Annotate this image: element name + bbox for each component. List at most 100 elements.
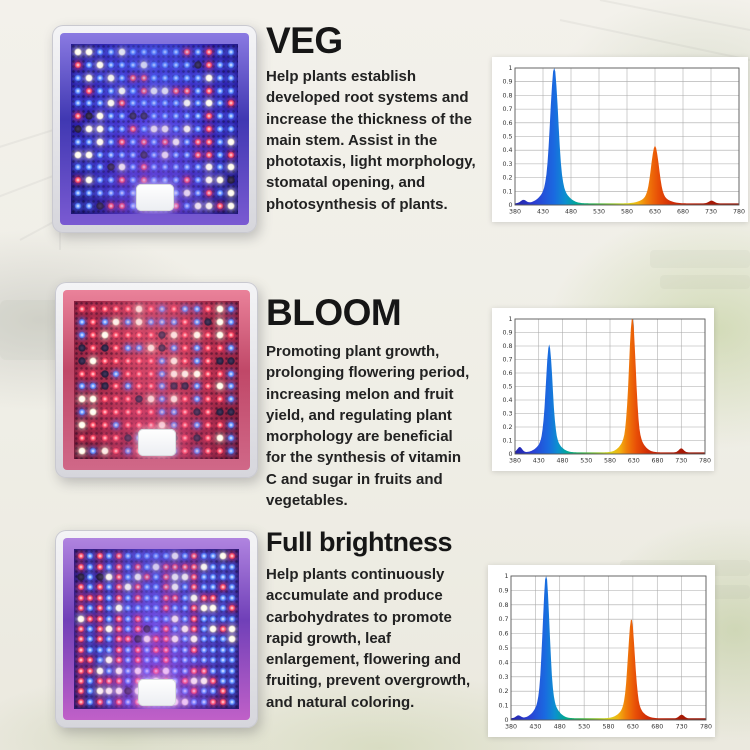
led-blue: [193, 176, 202, 185]
led-red: [139, 163, 148, 172]
led-blue: [180, 656, 189, 665]
led-blue: [77, 318, 86, 327]
led-white: [215, 318, 224, 327]
led-white: [96, 137, 105, 146]
led-red: [89, 420, 98, 429]
led-white: [183, 124, 192, 133]
led-red: [181, 446, 190, 455]
led-red: [117, 137, 126, 146]
led-blue: [139, 124, 148, 133]
led-blue: [227, 343, 236, 352]
led-red: [190, 614, 199, 623]
led-blue: [105, 614, 114, 623]
svg-text:0.6: 0.6: [498, 631, 508, 638]
led-white: [171, 583, 180, 592]
led-off: [100, 382, 109, 391]
led-white: [215, 382, 224, 391]
led-white: [117, 48, 126, 57]
led-blue: [158, 395, 167, 404]
led-red: [95, 552, 104, 561]
led-blue: [143, 604, 152, 613]
led-blue: [228, 666, 237, 675]
led-red: [152, 635, 161, 644]
svg-text:730: 730: [675, 458, 687, 465]
led-blue: [169, 318, 178, 327]
led-red: [133, 624, 142, 633]
led-blue: [193, 99, 202, 108]
led-white: [133, 572, 142, 581]
led-blue: [209, 687, 218, 696]
led-blue: [228, 697, 237, 706]
led-blue: [96, 188, 105, 197]
led-blue: [85, 99, 94, 108]
led-red: [204, 331, 213, 340]
led-blue: [209, 583, 218, 592]
mode-title-full-brightness: Full brightness: [266, 527, 453, 557]
grow-light-photo-full-brightness: [55, 530, 258, 728]
led-red: [199, 666, 208, 675]
led-white: [171, 614, 180, 623]
led-blue: [192, 420, 201, 429]
led-red: [161, 572, 170, 581]
led-red: [146, 408, 155, 417]
driver-box: [135, 184, 174, 211]
led-red: [76, 583, 85, 592]
svg-text:630: 630: [627, 724, 639, 731]
led-blue: [86, 676, 95, 685]
led-red: [146, 369, 155, 378]
led-blue: [150, 176, 159, 185]
led-blue: [172, 150, 181, 159]
led-blue: [86, 604, 95, 613]
led-white: [77, 420, 86, 429]
led-blue: [128, 99, 137, 108]
led-red: [183, 176, 192, 185]
led-blue: [226, 112, 235, 121]
led-red: [86, 593, 95, 602]
svg-text:0.4: 0.4: [498, 659, 508, 666]
led-red: [215, 420, 224, 429]
led-white: [117, 163, 126, 172]
led-blue: [209, 656, 218, 665]
led-blue: [183, 150, 192, 159]
led-white: [190, 593, 199, 602]
led-blue: [124, 676, 133, 685]
led-white: [226, 188, 235, 197]
grow-light-photo-bloom: [55, 282, 258, 478]
led-off: [204, 318, 213, 327]
led-blue: [180, 593, 189, 602]
led-red: [209, 697, 218, 706]
led-blue: [86, 572, 95, 581]
led-red: [77, 369, 86, 378]
led-white: [114, 666, 123, 675]
svg-text:680: 680: [677, 209, 689, 216]
svg-text:430: 430: [533, 458, 545, 465]
led-white: [215, 331, 224, 340]
led-red: [172, 86, 181, 95]
led-off: [77, 356, 86, 365]
led-white: [85, 73, 94, 82]
spectrum-plot: 0 0.1 0.2 0.3 0.4 0.5 0.6 0.7 0.8 0.9 1 380 430 480 53…: [498, 573, 712, 731]
led-red: [161, 635, 170, 644]
led-white: [215, 176, 224, 185]
led-blue: [124, 593, 133, 602]
led-blue: [180, 666, 189, 675]
led-red: [181, 331, 190, 340]
led-blue: [218, 666, 227, 675]
led-red: [181, 395, 190, 404]
led-red: [112, 343, 121, 352]
led-blue: [215, 188, 224, 197]
svg-text:380: 380: [509, 209, 521, 216]
svg-text:0.9: 0.9: [502, 330, 512, 337]
led-blue: [74, 99, 83, 108]
led-red: [226, 99, 235, 108]
led-blue: [190, 697, 199, 706]
led-red: [95, 562, 104, 571]
led-blue: [150, 150, 159, 159]
led-blue: [215, 73, 224, 82]
led-off: [77, 343, 86, 352]
led-red: [89, 331, 98, 340]
led-blue: [139, 48, 148, 57]
grow-light-photo-veg: [52, 25, 257, 233]
led-blue: [128, 150, 137, 159]
led-red: [190, 666, 199, 675]
